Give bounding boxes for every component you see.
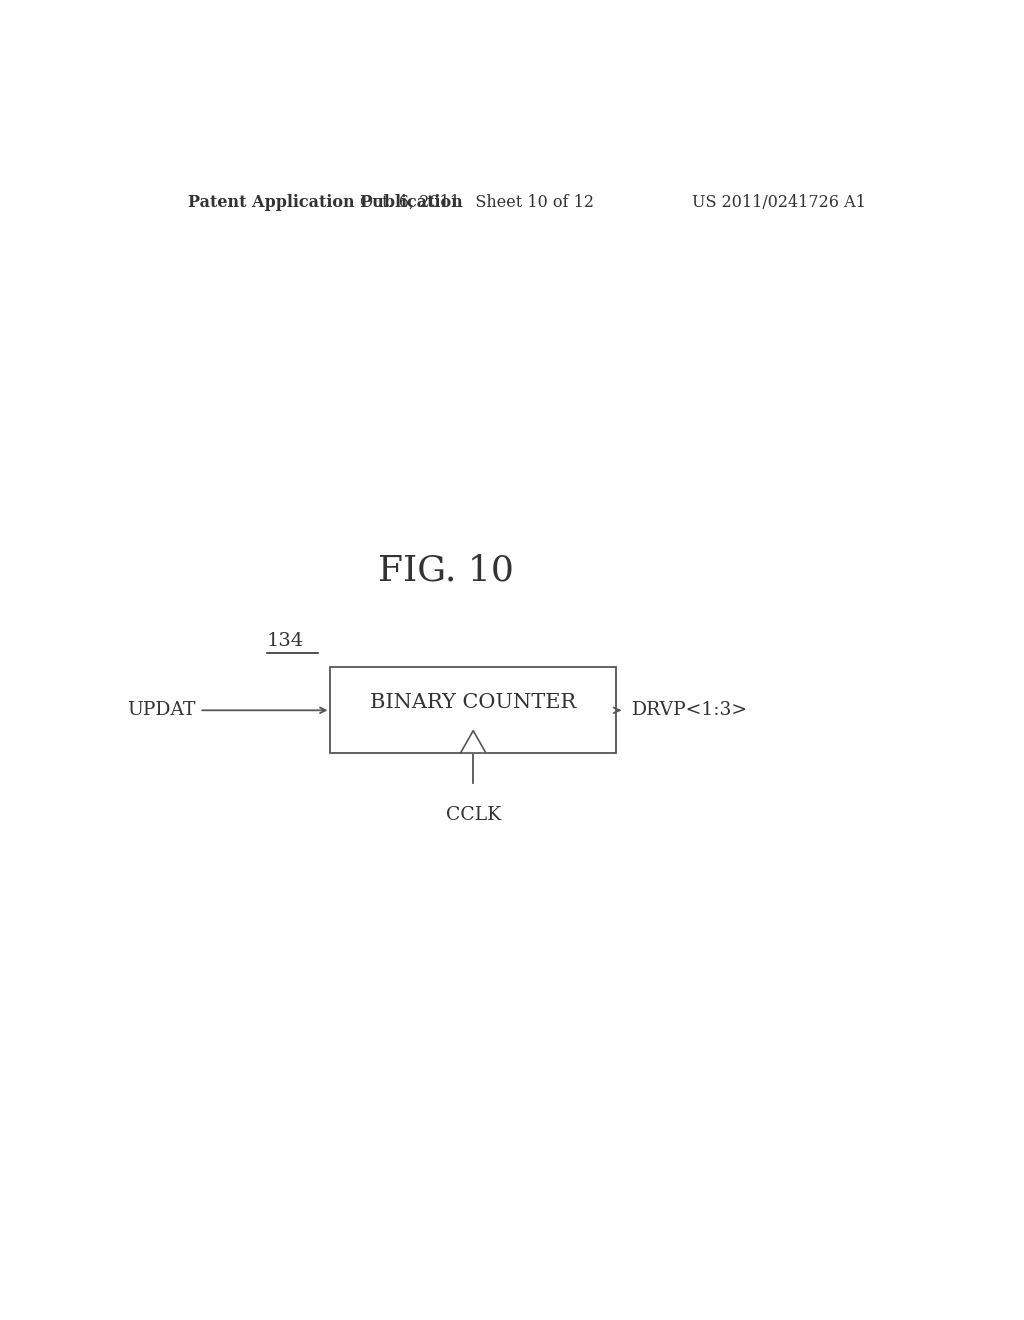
Text: US 2011/0241726 A1: US 2011/0241726 A1 [692, 194, 866, 211]
Text: BINARY COUNTER: BINARY COUNTER [370, 693, 577, 713]
Text: CCLK: CCLK [445, 805, 501, 824]
Text: FIG. 10: FIG. 10 [378, 553, 513, 587]
Text: 134: 134 [267, 632, 304, 651]
Text: Oct. 6, 2011   Sheet 10 of 12: Oct. 6, 2011 Sheet 10 of 12 [360, 194, 594, 211]
Text: DRVP<1:3>: DRVP<1:3> [632, 701, 749, 719]
Text: UPDAT: UPDAT [127, 701, 196, 719]
Bar [331, 667, 616, 752]
Polygon shape [461, 731, 486, 752]
Text: Patent Application Publication: Patent Application Publication [187, 194, 462, 211]
